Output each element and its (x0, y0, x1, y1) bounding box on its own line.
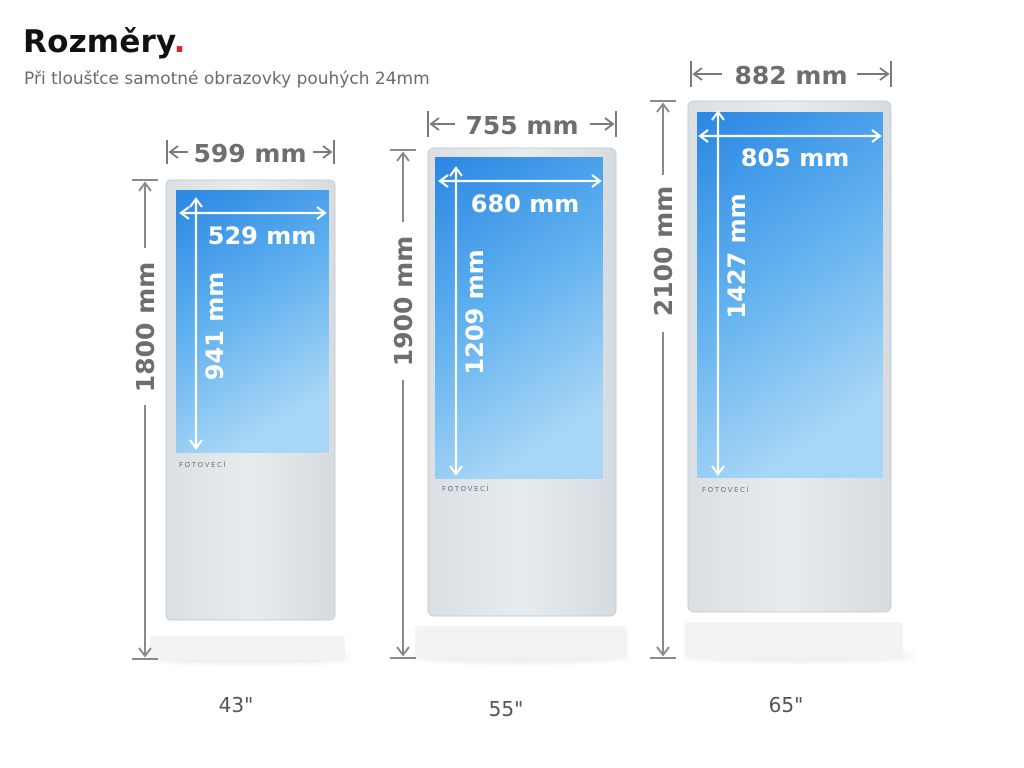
kiosk-43-height-dim (132, 179, 158, 660)
kiosk-43-screen-height: 941 mm (201, 272, 229, 380)
kiosk-55-outer-width: 755 mm (466, 111, 579, 140)
kiosk-55-width-dim (427, 111, 617, 137)
kiosk-55-brand: FOTOVECÍ (442, 484, 490, 493)
title-dot: . (173, 24, 186, 60)
kiosk-65: FOTOVECÍ 882 mm 2100 mm (649, 61, 915, 662)
kiosk-43-outer-width: 599 mm (194, 139, 307, 168)
kiosk-43-base (150, 636, 345, 660)
kiosk-55-screen-width-dim (438, 174, 602, 188)
kiosk-55-height-dim (390, 149, 416, 659)
kiosk-55-screen-width: 680 mm (471, 190, 579, 218)
size-label-43: 43" (218, 693, 254, 717)
size-label-65: 65" (768, 693, 804, 717)
kiosk-65-width-dim (690, 61, 892, 87)
kiosk-43-outer-height: 1800 mm (131, 262, 160, 392)
kiosk-55-screen (435, 157, 603, 479)
kiosk-65-screen (697, 112, 883, 478)
kiosk-65-brand: FOTOVECÍ (702, 485, 750, 494)
kiosk-43-screen-width: 529 mm (208, 222, 316, 250)
kiosk-43-screen (176, 190, 329, 453)
kiosk-43-width-dim (166, 140, 335, 164)
title-text: Rozměry (23, 24, 174, 60)
kiosk-43: FOTOVECÍ 599 mm 1800 mm (131, 139, 350, 664)
kiosk-65-base (685, 622, 903, 658)
page-title: Rozměry. (23, 22, 186, 62)
kiosk-65-outer-width: 882 mm (735, 61, 848, 90)
kiosk-65-screen-width: 805 mm (741, 144, 849, 172)
kiosk-55-base (415, 626, 627, 658)
kiosk-65-outer-height: 2100 mm (649, 186, 678, 316)
kiosk-65-screen-height-dim (711, 110, 725, 476)
kiosk-55-screen-height-dim (449, 166, 463, 476)
kiosk-65-screen-width-dim (698, 129, 882, 143)
page-subtitle: Při tloušťce samotné obrazovky pouhých 2… (24, 69, 430, 89)
kiosk-55: FOTOVECÍ 755 mm 1900 mm (389, 111, 630, 663)
kiosk-65-height-dim (650, 100, 676, 659)
kiosk-43-brand: FOTOVECÍ (179, 460, 227, 469)
kiosk-55-outer-height: 1900 mm (389, 236, 418, 366)
kiosk-43-screen-width-dim (179, 206, 327, 220)
kiosk-43-screen-height-dim (189, 197, 203, 450)
size-label-55: 55" (488, 697, 524, 721)
kiosk-65-screen-height: 1427 mm (723, 193, 751, 318)
kiosk-55-screen-height: 1209 mm (461, 249, 489, 374)
